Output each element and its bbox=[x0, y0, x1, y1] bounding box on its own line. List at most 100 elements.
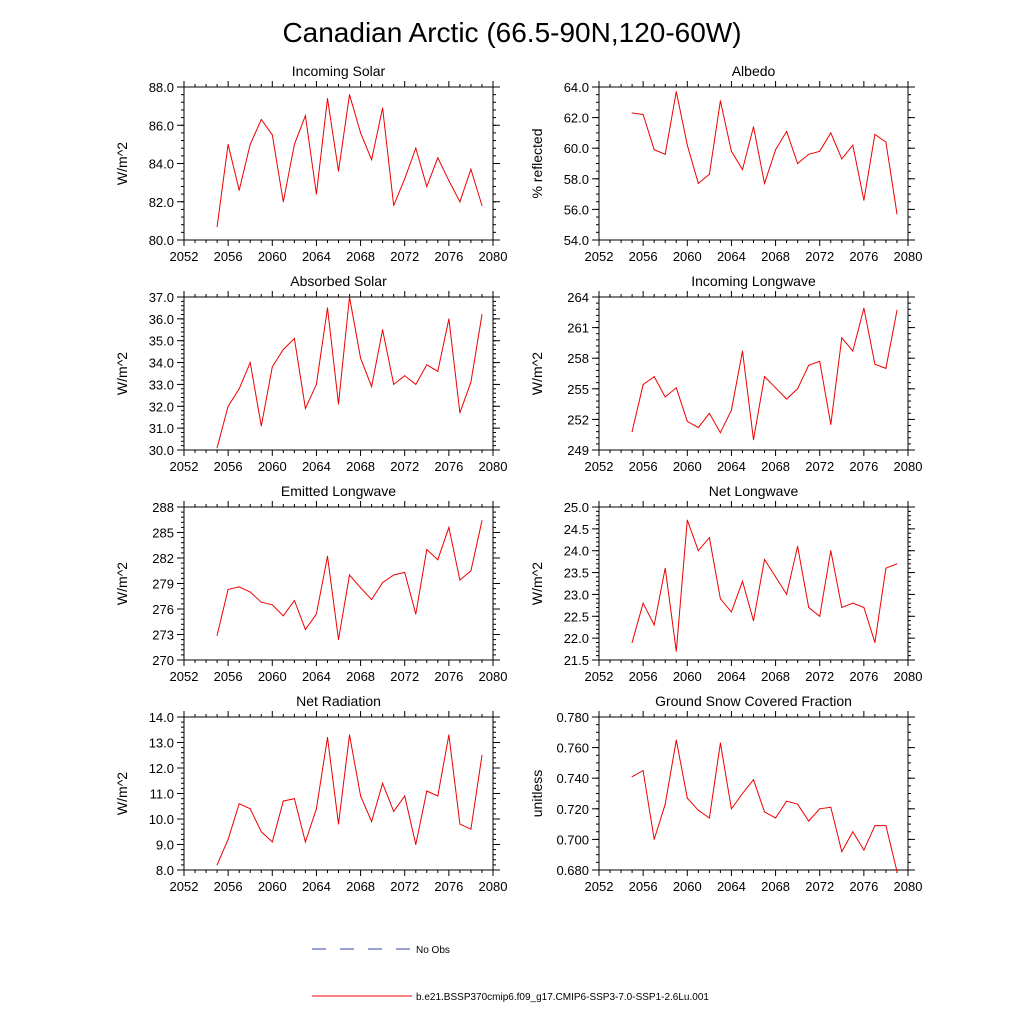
x-tick-label: 2060 bbox=[258, 249, 287, 264]
data-point bbox=[282, 201, 284, 203]
data-point bbox=[227, 838, 229, 840]
data-point bbox=[238, 586, 240, 588]
x-tick-label: 2068 bbox=[346, 879, 375, 894]
x-tick-label: 2072 bbox=[390, 669, 419, 684]
x-tick-label: 2064 bbox=[302, 249, 331, 264]
data-point bbox=[830, 424, 832, 425]
data-point bbox=[808, 364, 810, 366]
x-tick-label: 2052 bbox=[585, 249, 614, 264]
y-axis-label: W/m^2 bbox=[529, 562, 545, 605]
data-point bbox=[371, 159, 373, 161]
data-point bbox=[227, 143, 229, 145]
y-tick-label: 270 bbox=[152, 653, 174, 668]
x-tick-label: 2056 bbox=[629, 249, 658, 264]
data-point bbox=[371, 599, 373, 601]
data-point bbox=[764, 558, 766, 560]
data-point bbox=[470, 570, 472, 572]
data-point bbox=[852, 602, 854, 604]
data-point bbox=[238, 388, 240, 390]
x-tick-label: 2080 bbox=[479, 459, 508, 474]
data-point bbox=[426, 364, 428, 366]
panel-title: Incoming Solar bbox=[292, 63, 386, 79]
data-point bbox=[741, 169, 743, 171]
data-point bbox=[470, 828, 472, 830]
data-point bbox=[852, 350, 854, 352]
data-point bbox=[315, 613, 317, 615]
y-tick-label: 279 bbox=[152, 577, 174, 592]
y-tick-label: 24.0 bbox=[564, 544, 589, 559]
data-point bbox=[338, 170, 339, 172]
y-axis-label: W/m^2 bbox=[114, 562, 130, 605]
data-point bbox=[404, 795, 406, 797]
x-tick-label: 2060 bbox=[673, 459, 702, 474]
panel-title: Absorbed Solar bbox=[290, 273, 387, 289]
data-point bbox=[775, 149, 777, 151]
data-point bbox=[304, 407, 306, 409]
data-point bbox=[393, 383, 395, 385]
data-point bbox=[719, 598, 721, 600]
data-point bbox=[631, 776, 633, 778]
x-tick-label: 2056 bbox=[629, 459, 658, 474]
data-point bbox=[874, 133, 876, 135]
data-point bbox=[885, 567, 887, 569]
data-point bbox=[675, 387, 677, 389]
data-point bbox=[775, 387, 777, 389]
data-point bbox=[874, 363, 876, 365]
y-axis-label: W/m^2 bbox=[114, 142, 130, 185]
data-point bbox=[741, 350, 743, 352]
x-tick-label: 2064 bbox=[717, 459, 746, 474]
y-tick-label: 37.0 bbox=[149, 290, 174, 305]
data-point bbox=[686, 519, 688, 521]
x-tick-label: 2080 bbox=[894, 669, 923, 684]
y-tick-label: 0.760 bbox=[556, 741, 589, 756]
data-point bbox=[459, 579, 461, 581]
data-point bbox=[326, 97, 328, 99]
data-point bbox=[393, 810, 395, 812]
x-tick-label: 2068 bbox=[346, 669, 375, 684]
y-tick-label: 261 bbox=[567, 321, 589, 336]
y-tick-label: 14.0 bbox=[149, 710, 174, 725]
data-point bbox=[686, 797, 688, 799]
y-tick-label: 276 bbox=[152, 602, 174, 617]
data-point bbox=[459, 412, 461, 414]
y-tick-label: 8.0 bbox=[156, 863, 174, 878]
series-line bbox=[631, 739, 898, 872]
data-point bbox=[459, 201, 461, 203]
x-tick-label: 2068 bbox=[346, 459, 375, 474]
y-tick-label: 58.0 bbox=[564, 172, 589, 187]
x-tick-label: 2080 bbox=[479, 879, 508, 894]
x-tick-label: 2056 bbox=[629, 669, 658, 684]
x-tick-label: 2064 bbox=[302, 669, 331, 684]
x-tick-label: 2072 bbox=[805, 249, 834, 264]
panel-5: Emitted Longwave 2052 2056 2060 2064 2068 2072… bbox=[114, 483, 507, 684]
x-tick-label: 2080 bbox=[479, 669, 508, 684]
panel-title: Net Radiation bbox=[296, 693, 381, 709]
data-point bbox=[664, 396, 666, 398]
y-tick-label: 9.0 bbox=[156, 838, 174, 853]
data-point bbox=[282, 348, 284, 350]
data-point bbox=[797, 803, 799, 805]
data-point bbox=[249, 591, 251, 593]
data-point bbox=[741, 580, 743, 582]
data-point bbox=[686, 420, 688, 422]
y-tick-label: 36.0 bbox=[149, 312, 174, 327]
panel-7: Net Radiation 2052 2056 2060 2064 2068 2072 207… bbox=[114, 693, 507, 894]
data-point bbox=[260, 601, 262, 603]
data-point bbox=[249, 808, 251, 810]
x-tick-label: 2072 bbox=[390, 249, 419, 264]
data-point bbox=[708, 412, 710, 414]
x-tick-label: 2064 bbox=[717, 249, 746, 264]
y-tick-label: 62.0 bbox=[564, 111, 589, 126]
data-point bbox=[293, 143, 295, 145]
y-tick-label: 288 bbox=[152, 500, 174, 515]
data-point bbox=[249, 362, 251, 364]
data-point bbox=[896, 309, 898, 311]
data-point bbox=[786, 800, 788, 802]
data-point bbox=[481, 754, 483, 756]
y-tick-label: 13.0 bbox=[149, 736, 174, 751]
data-point bbox=[349, 734, 351, 736]
data-point bbox=[382, 329, 384, 331]
plot-frame bbox=[183, 86, 494, 241]
data-point bbox=[470, 168, 472, 170]
data-point bbox=[293, 338, 295, 340]
